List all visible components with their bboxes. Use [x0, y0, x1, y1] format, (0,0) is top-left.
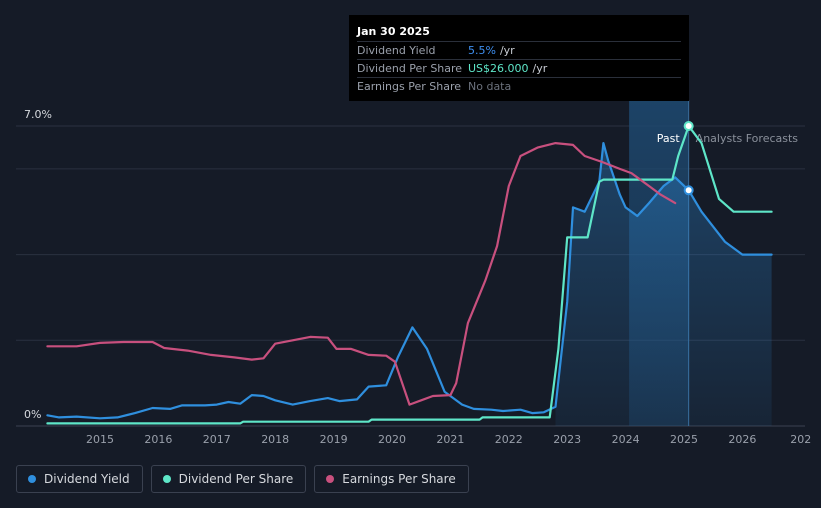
past-label: Past	[657, 132, 681, 145]
x-tick-label: 2022	[495, 433, 523, 446]
series-line-dividend-yield	[46, 142, 773, 420]
tooltip-row-earnings-per-share: Earnings Per Share No data	[357, 77, 681, 95]
legend-item-dividend-per-share[interactable]: Dividend Per Share	[150, 465, 307, 493]
marker-dividend-per-share	[683, 121, 694, 131]
tooltip-label: Dividend Yield	[357, 44, 436, 57]
x-tick-label: 2026	[728, 433, 756, 446]
tooltip-row-dividend-per-share: Dividend Per Share US$26.000 /yr	[357, 59, 681, 77]
tooltip-value: No data	[468, 80, 512, 93]
x-tick-label: 2020	[378, 433, 406, 446]
x-tick-label: 2021	[436, 433, 464, 446]
x-tick-label: 2017	[203, 433, 231, 446]
series-lines	[46, 124, 773, 425]
tooltip-value: US$26.000	[468, 62, 529, 75]
tooltip-row-dividend-yield: Dividend Yield 5.5% /yr	[357, 41, 681, 59]
tooltip-value: 5.5%	[468, 44, 496, 57]
y-tick-label: 7.0%	[24, 108, 52, 121]
tooltip-label: Dividend Per Share	[357, 62, 463, 75]
tooltip-date: Jan 30 2025	[357, 25, 430, 38]
legend-label: Dividend Yield	[44, 472, 130, 486]
tooltip-unit: /yr	[532, 62, 548, 75]
series-line-dividend-per-share	[46, 124, 773, 425]
legend-item-dividend-yield[interactable]: Dividend Yield	[16, 465, 143, 493]
x-tick-label: 202	[790, 433, 811, 446]
legend-dot-icon	[326, 475, 335, 483]
x-tick-label: 2023	[553, 433, 581, 446]
x-tick-label: 2018	[261, 433, 289, 446]
legend: Dividend Yield Dividend Per Share Earnin…	[16, 465, 469, 493]
tooltip-label: Earnings Per Share	[357, 80, 462, 93]
dividend-yield-area	[555, 143, 772, 426]
legend-label: Earnings Per Share	[342, 472, 456, 486]
x-tick-label: 2024	[612, 433, 640, 446]
chart-tooltip: Jan 30 2025 Dividend Yield 5.5% /yr Divi…	[349, 15, 689, 101]
y-tick-label: 0%	[24, 408, 41, 421]
legend-dot-icon	[28, 475, 36, 483]
markers	[683, 121, 694, 196]
x-tick-label: 2015	[86, 433, 114, 446]
yield-area	[555, 143, 772, 426]
x-tick-label: 2019	[320, 433, 348, 446]
legend-label: Dividend Per Share	[178, 472, 294, 486]
forecast-label: Analysts Forecasts	[696, 132, 799, 145]
x-tick-label: 2025	[670, 433, 698, 446]
x-tick-label: 2016	[144, 433, 172, 446]
legend-dot-icon	[162, 475, 171, 483]
axes: 7.0% 0% 2015 2016 2017 2018 2019 2020 2021 2022 20…	[24, 108, 811, 446]
marker-dividend-yield	[683, 185, 694, 196]
legend-item-earnings-per-share[interactable]: Earnings Per Share	[314, 465, 469, 493]
tooltip-unit: /yr	[499, 44, 515, 57]
series-line-earnings-per-share	[46, 142, 677, 406]
